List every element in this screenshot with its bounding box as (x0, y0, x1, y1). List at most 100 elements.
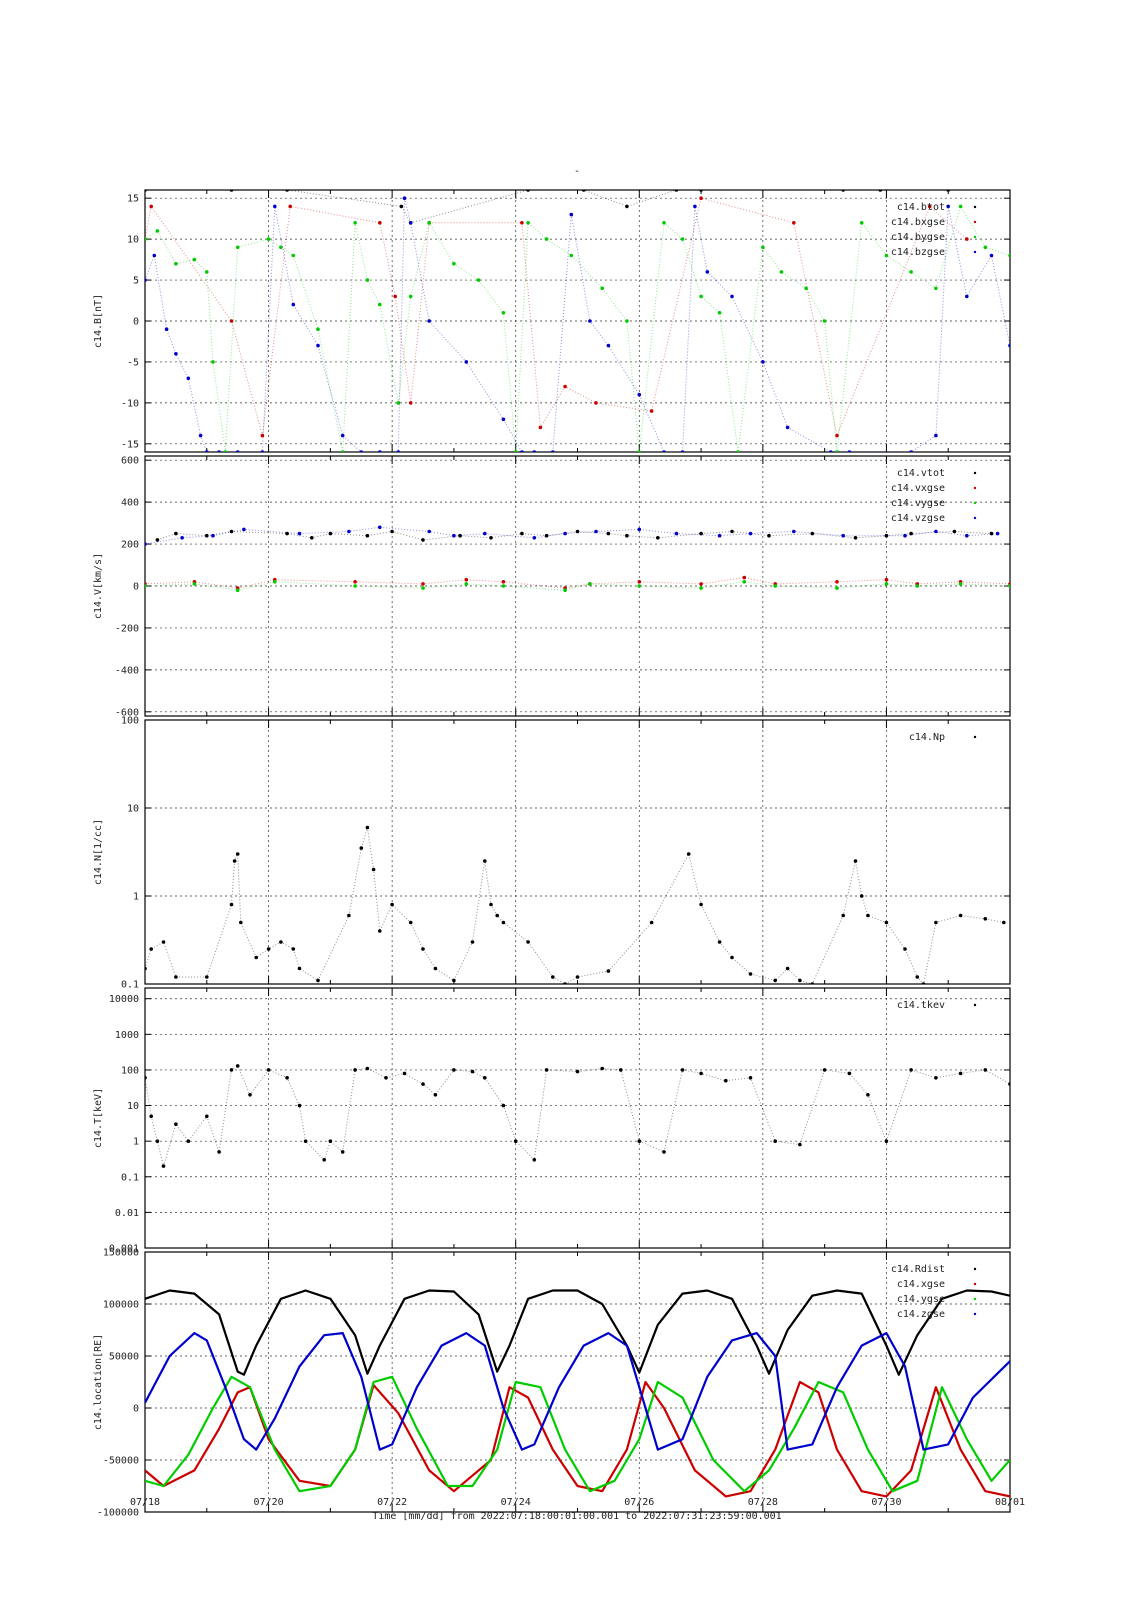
data-point (347, 913, 351, 918)
data-point (359, 846, 364, 850)
panel-2: 600 400 200 0 -200 -400 -600 c14.V[km/s] c14.vto… (93, 455, 1011, 718)
data-point (396, 401, 401, 405)
legend-marker (973, 235, 977, 239)
y-tick-label: -600 (115, 707, 139, 718)
data-point (393, 294, 398, 299)
data-point (328, 531, 333, 536)
data-point (989, 253, 994, 258)
data-point (217, 450, 221, 452)
data-point (229, 1068, 234, 1072)
data-point (983, 917, 988, 921)
data-point (761, 360, 765, 364)
data-point (847, 450, 852, 452)
y-tick-label: 1 (133, 892, 139, 903)
y-tick-label: 100000 (103, 1300, 139, 1311)
data-point (995, 531, 1000, 536)
data-point (452, 1068, 456, 1072)
data-point (822, 1068, 827, 1072)
data-point (903, 947, 907, 951)
x-tick-label: 08/01 (995, 1497, 1025, 1508)
data-point (915, 584, 920, 588)
y-tick-label: 400 (121, 498, 139, 509)
data-point (402, 1071, 407, 1076)
data-point (569, 212, 574, 217)
data-point (773, 584, 777, 588)
y-tick-label: -100000 (97, 1508, 139, 1519)
data-point (717, 533, 722, 538)
data-point (792, 221, 796, 225)
data-point (310, 536, 314, 540)
y-tick-label: 0.01 (115, 1208, 139, 1219)
data-point (145, 237, 147, 241)
data-point (291, 253, 296, 258)
data-point (686, 852, 691, 856)
data-point (421, 947, 425, 951)
data-point (1008, 253, 1010, 258)
data-point (637, 584, 642, 588)
data-point (569, 253, 574, 258)
data-point (798, 1142, 802, 1147)
data-point (378, 302, 382, 307)
data-point (526, 190, 530, 192)
data-point (965, 533, 969, 538)
data-point (606, 969, 611, 973)
data-point (674, 190, 679, 192)
data-point (544, 533, 549, 538)
y-tick-label: 150000 (103, 1248, 139, 1259)
y-tick-label: -15 (121, 439, 139, 450)
series-trace-c14.btot (145, 190, 949, 224)
data-point (606, 343, 611, 348)
data-point (408, 920, 413, 925)
panel-3: 100 10 1 0.1 c14.N[1/cc] c14.Np (93, 716, 1011, 991)
data-point (792, 529, 796, 534)
data-point (239, 920, 243, 925)
data-point (501, 417, 506, 422)
series-line-c14.ygse (145, 1375, 1010, 1493)
data-point (563, 531, 567, 536)
data-point (155, 1139, 160, 1143)
legend-entry: c14.tkev (897, 1000, 945, 1011)
legend-entry: c14.Rdist (891, 1264, 945, 1275)
data-point (866, 1093, 870, 1097)
data-point (934, 286, 938, 291)
data-point (174, 352, 178, 356)
data-point (464, 577, 469, 582)
data-point (340, 433, 345, 438)
data-point (551, 450, 555, 452)
data-point (285, 1076, 289, 1080)
y-axis-label: c14.B[nT] (93, 294, 104, 348)
legend-marker (973, 516, 977, 520)
data-point (254, 955, 258, 960)
data-point (761, 245, 765, 250)
data-point (965, 237, 969, 241)
data-point (273, 204, 277, 209)
legend-entry: c14.btot (897, 202, 945, 213)
data-point (680, 237, 685, 241)
legend-entry: c14.Np (909, 732, 945, 743)
data-point (273, 580, 277, 584)
x-axis-caption: Time [mm/dd] from 2022:07:18:00:01:00.00… (372, 1511, 781, 1522)
data-point (563, 982, 567, 984)
data-point (841, 190, 845, 192)
data-point (724, 1078, 728, 1083)
legend-marker (973, 501, 977, 505)
plot-area (145, 825, 1006, 984)
data-point (464, 360, 469, 364)
data-point (399, 204, 404, 209)
series-trace-c14.Np (145, 827, 1004, 984)
data-point (581, 190, 586, 192)
data-point (662, 221, 666, 225)
legend-marker (973, 205, 977, 209)
data-point (260, 433, 265, 438)
y-tick-label: 100 (121, 716, 139, 727)
data-point (934, 433, 938, 438)
data-point (544, 237, 549, 241)
data-point (1002, 920, 1006, 925)
data-point (155, 229, 160, 233)
legend-entry: c14.xgse (897, 1279, 945, 1290)
data-point (452, 261, 456, 266)
data-point (909, 270, 913, 274)
data-point (810, 531, 815, 536)
data-point (149, 947, 153, 951)
